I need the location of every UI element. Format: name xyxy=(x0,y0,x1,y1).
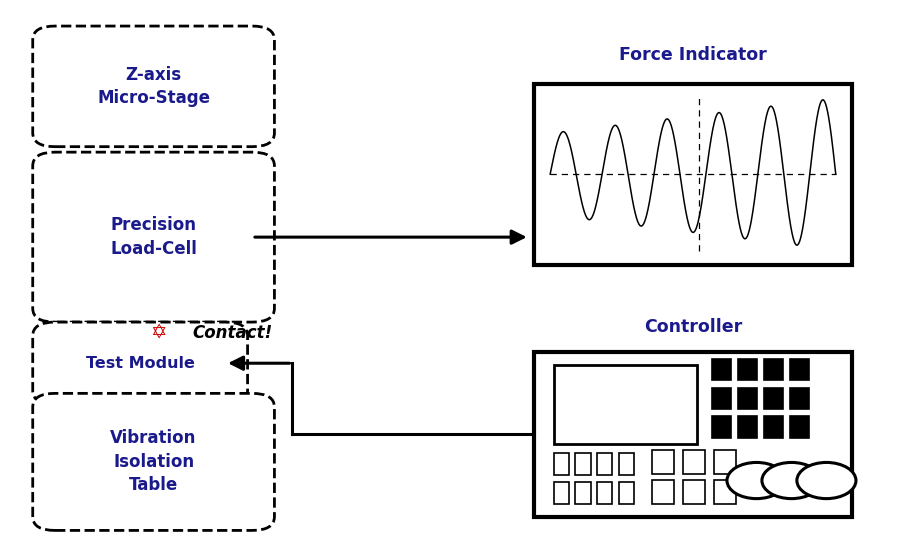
Text: Force Indicator: Force Indicator xyxy=(619,46,767,64)
Bar xyxy=(682,480,705,504)
FancyBboxPatch shape xyxy=(32,26,275,147)
Text: ✡: ✡ xyxy=(150,323,166,343)
Bar xyxy=(738,359,757,380)
Bar xyxy=(712,387,731,409)
Circle shape xyxy=(797,462,856,499)
Bar xyxy=(619,482,634,504)
Text: Z-axis
Micro-Stage: Z-axis Micro-Stage xyxy=(97,66,210,107)
Bar xyxy=(619,453,634,475)
Text: Vibration
Isolation
Table: Vibration Isolation Table xyxy=(110,429,197,494)
Bar xyxy=(790,417,809,438)
Text: Controller: Controller xyxy=(644,318,742,336)
Text: Contact!: Contact! xyxy=(192,324,272,342)
Bar xyxy=(554,453,569,475)
FancyBboxPatch shape xyxy=(32,322,248,404)
Bar xyxy=(790,359,809,380)
Bar xyxy=(714,450,736,474)
Bar xyxy=(764,359,783,380)
Bar xyxy=(554,365,697,444)
Bar xyxy=(576,453,591,475)
Bar xyxy=(576,482,591,504)
Bar xyxy=(597,482,612,504)
Bar xyxy=(764,387,783,409)
Bar xyxy=(712,417,731,438)
Bar xyxy=(554,482,569,504)
Bar xyxy=(652,450,674,474)
Bar xyxy=(597,453,612,475)
Bar xyxy=(682,450,705,474)
Bar xyxy=(652,480,674,504)
Text: Precision
Load-Cell: Precision Load-Cell xyxy=(110,217,197,258)
Bar xyxy=(534,352,852,517)
FancyBboxPatch shape xyxy=(32,393,275,531)
Bar xyxy=(738,417,757,438)
Text: Test Module: Test Module xyxy=(85,356,195,371)
Bar xyxy=(712,359,731,380)
Circle shape xyxy=(762,462,821,499)
Circle shape xyxy=(727,462,786,499)
FancyBboxPatch shape xyxy=(32,152,275,322)
Bar xyxy=(714,480,736,504)
Bar xyxy=(790,387,809,409)
Bar xyxy=(764,417,783,438)
Bar xyxy=(738,387,757,409)
Bar xyxy=(534,84,852,264)
